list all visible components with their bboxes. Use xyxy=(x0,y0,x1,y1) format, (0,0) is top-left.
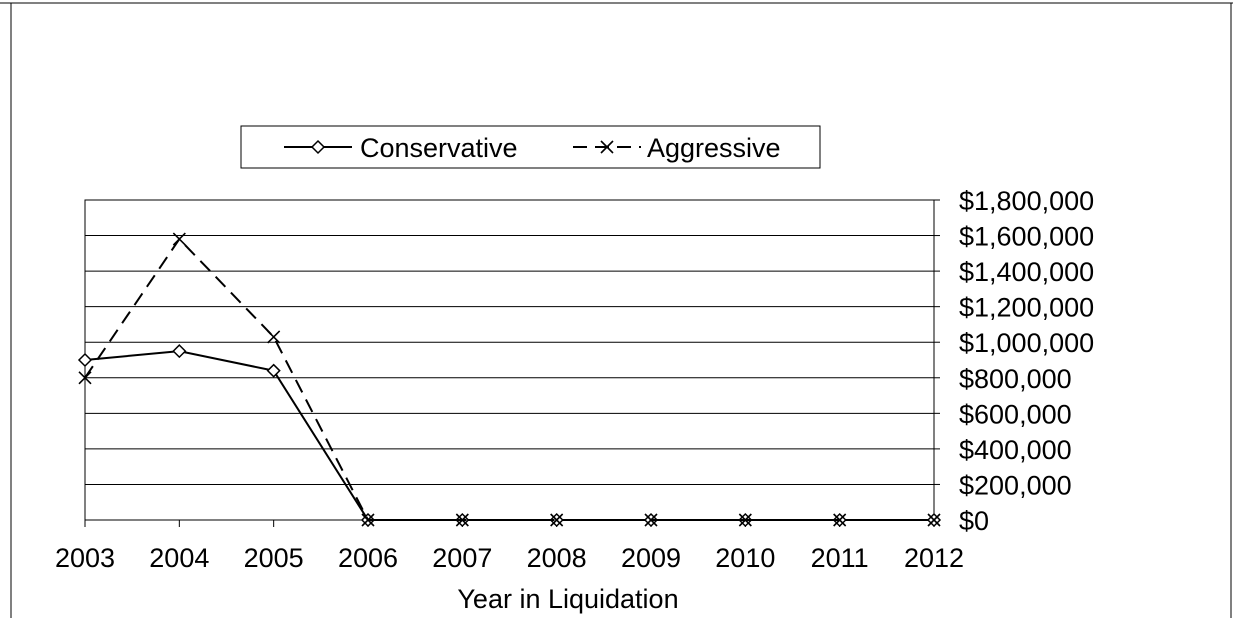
legend-item-conservative: Conservative xyxy=(284,133,518,163)
legend-label: Conservative xyxy=(360,133,518,163)
data-point-aggressive xyxy=(172,232,186,246)
data-point-conservative xyxy=(266,363,281,378)
data-point-aggressive xyxy=(550,513,564,527)
data-point-conservative xyxy=(77,352,93,368)
series-aggressive xyxy=(78,232,941,527)
legend: Conservative Aggressive xyxy=(240,125,821,169)
x-axis: 2003 2004 2005 2006 2007 2008 2009 2010 2011 2012 xyxy=(55,520,964,573)
x-axis-title: Year in Liquidation xyxy=(457,584,678,614)
data-point-aggressive xyxy=(455,513,469,527)
x-tick-label: 2004 xyxy=(149,543,209,573)
y-tick-label: $1,200,000 xyxy=(959,293,1094,323)
x-tick-label: 2003 xyxy=(55,543,115,573)
plot-frame xyxy=(84,199,935,521)
legend-marker-x xyxy=(600,140,614,154)
legend-marker-diamond xyxy=(310,139,326,155)
series-conservative xyxy=(77,344,942,528)
data-point-aggressive xyxy=(644,513,658,527)
series-layer xyxy=(77,232,942,528)
y-axis: $0 $200,000 $400,000 $600,000 $800,000 $1,000… xyxy=(933,186,1094,536)
plot-area xyxy=(84,199,935,521)
y-tick-label: $400,000 xyxy=(959,435,1072,465)
y-tick-label: $800,000 xyxy=(959,364,1072,394)
data-point-aggressive xyxy=(361,513,375,527)
data-point-aggressive xyxy=(927,513,941,527)
x-tick-label: 2012 xyxy=(904,543,964,573)
x-tick-label: 2011 xyxy=(811,543,869,573)
series-line-aggressive xyxy=(84,237,934,521)
y-tick-label: $200,000 xyxy=(959,470,1072,500)
data-point-aggressive xyxy=(78,371,92,385)
y-tick-label: $600,000 xyxy=(959,399,1072,429)
data-point-aggressive xyxy=(833,513,847,527)
x-tick-label: 2007 xyxy=(432,543,492,573)
y-tick-label: $1,400,000 xyxy=(959,257,1094,287)
y-tick-label: $1,800,000 xyxy=(959,186,1094,216)
x-tick-label: 2005 xyxy=(244,543,304,573)
series-line-conservative xyxy=(84,350,934,521)
x-tick-label: 2006 xyxy=(338,543,398,573)
legend-label: Aggressive xyxy=(647,133,781,163)
data-point-conservative xyxy=(172,344,187,359)
legend-item-aggressive: Aggressive xyxy=(573,133,781,163)
gridlines xyxy=(85,199,934,521)
x-tick-label: 2009 xyxy=(621,543,681,573)
x-tick-label: 2008 xyxy=(527,543,587,573)
data-point-aggressive xyxy=(738,513,752,527)
data-point-aggressive xyxy=(267,330,281,344)
y-tick-label: $0 xyxy=(959,506,989,536)
x-tick-label: 2010 xyxy=(715,543,775,573)
y-tick-label: $1,000,000 xyxy=(959,328,1094,358)
y-tick-label: $1,600,000 xyxy=(959,222,1094,252)
